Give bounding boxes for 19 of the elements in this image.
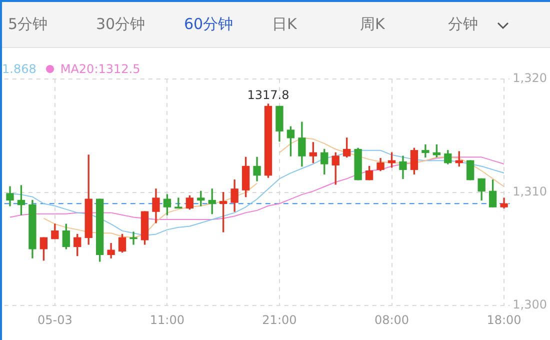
text: 日K bbox=[272, 15, 297, 34]
candlestick bbox=[174, 198, 182, 208]
y-tick-label: 1,320 bbox=[512, 71, 548, 86]
text: 60分钟 bbox=[184, 15, 234, 34]
text: 30分钟 bbox=[96, 15, 146, 34]
legend-label: MA20:1312.5 bbox=[60, 62, 140, 76]
x-tick-label: 18:00 bbox=[486, 312, 522, 327]
x-tick-label: 21:00 bbox=[262, 312, 297, 327]
x-tick-label: 05-03 bbox=[37, 312, 72, 327]
x-tick-label: 11:00 bbox=[150, 312, 184, 327]
text: 分钟 bbox=[448, 15, 478, 34]
x-tick-label: 08:00 bbox=[374, 312, 410, 327]
candlestick bbox=[422, 144, 430, 158]
y-tick-label: 1,300 bbox=[512, 298, 548, 312]
annotation: 1317.8 bbox=[247, 88, 290, 102]
text: 5分钟 bbox=[8, 15, 48, 34]
text: 1.868 bbox=[2, 62, 36, 76]
text: 周K bbox=[360, 15, 385, 34]
y-tick-label: 1,310 bbox=[512, 184, 548, 198]
